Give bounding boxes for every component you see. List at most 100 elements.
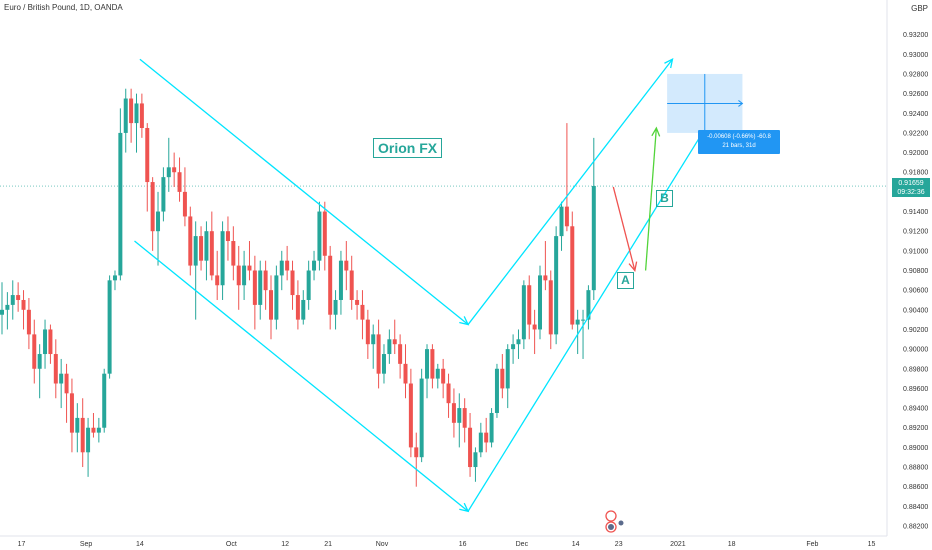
candle-body (204, 231, 209, 261)
candle-body (532, 324, 537, 330)
y-tick-label: 0.90600 (903, 288, 928, 295)
x-tick-label: 17 (18, 541, 26, 548)
arrowhead-icon (459, 502, 470, 513)
measure-box[interactable] (667, 73, 744, 133)
candle-body (591, 185, 596, 291)
y-tick-label: 0.90400 (903, 307, 928, 314)
candle-body (419, 378, 424, 458)
x-tick-label: Dec (516, 541, 529, 548)
x-tick-label: 14 (572, 541, 580, 548)
candle-body (129, 98, 134, 124)
event-flag-icon[interactable] (605, 510, 617, 522)
candle-body (86, 427, 91, 453)
candle-body (172, 167, 177, 173)
candle-body (91, 427, 96, 433)
time-axis[interactable]: 17 Sep 14 Oct 12 21 Nov 16 Dec 14 23 2021 18 Feb 15 (0, 535, 887, 548)
candle-body (177, 172, 182, 192)
candle-body (527, 285, 532, 325)
candle-body (489, 412, 494, 443)
candle-body (37, 354, 42, 369)
channel-line[interactable] (134, 240, 469, 512)
wave-label-a[interactable]: A (617, 272, 634, 289)
y-tick-label: 0.91200 (903, 229, 928, 236)
candle-body (338, 260, 343, 300)
y-tick-label: 0.90200 (903, 327, 928, 334)
candle-body (0, 309, 4, 315)
candle-body (478, 432, 483, 453)
candle-body (43, 329, 48, 355)
candle-body (193, 236, 198, 266)
last-price-tag: 0.91659 09:32:36 (892, 178, 930, 197)
arrowhead-icon (664, 58, 674, 69)
candle-body (156, 211, 161, 232)
candle-body (69, 393, 74, 433)
candle-body (53, 354, 58, 384)
x-tick-label: 2021 (670, 541, 686, 548)
event-icons[interactable] (605, 510, 624, 533)
wave-label-b[interactable]: B (656, 190, 673, 207)
candle-body (247, 265, 252, 271)
y-tick-label: 0.92400 (903, 111, 928, 118)
y-tick-label: 0.89400 (903, 406, 928, 413)
candle-body (5, 304, 10, 310)
candle-body (75, 417, 80, 433)
candle-body (392, 339, 397, 345)
projection-arrow[interactable] (644, 127, 658, 271)
candle-body (403, 363, 408, 384)
candle-body (107, 280, 112, 374)
candle-body (285, 260, 290, 271)
y-tick-label: 0.89200 (903, 425, 928, 432)
x-tick-label: Feb (806, 541, 818, 548)
candle-body (408, 383, 413, 448)
candle-body (344, 260, 349, 271)
x-tick-label: 15 (868, 541, 876, 548)
y-tick-label: 0.90800 (903, 268, 928, 275)
candle-body (349, 270, 354, 300)
candle-body (312, 260, 317, 271)
candle-body (306, 270, 311, 300)
candle-body (236, 265, 241, 286)
price-axis[interactable]: 0.93200 0.93000 0.92800 0.92600 0.92400 0.922… (886, 0, 928, 536)
candle-body (451, 403, 456, 423)
candle-body (462, 408, 467, 428)
candle-body (102, 373, 107, 428)
candle-body (376, 334, 381, 374)
projection-arrow[interactable] (612, 186, 636, 271)
chart-title: Euro / British Pound, 1D, OANDA (4, 3, 123, 12)
currency-label: GBP (911, 4, 928, 13)
candle-body (575, 319, 580, 325)
candle-body (263, 270, 268, 291)
y-tick-label: 0.88800 (903, 465, 928, 472)
candle-body (435, 368, 440, 379)
candle-body (96, 427, 101, 433)
candle-body (215, 275, 220, 286)
candle-body (139, 103, 144, 129)
drawings[interactable] (134, 58, 700, 513)
candle-body (258, 270, 263, 305)
candle-body (59, 373, 64, 384)
candle-body (355, 299, 360, 305)
channel-line[interactable] (467, 58, 674, 325)
x-tick-label: Oct (226, 541, 237, 548)
candle-body (279, 260, 284, 276)
candle-body (521, 285, 526, 340)
candle-body (161, 177, 166, 212)
candle-body (371, 334, 376, 345)
channel-line[interactable] (467, 137, 700, 512)
candle-body (150, 182, 155, 232)
y-tick-label: 0.89600 (903, 386, 928, 393)
event-flag-icon[interactable] (608, 524, 614, 530)
candle-body (548, 280, 553, 335)
candle-body (538, 275, 542, 330)
channel-line[interactable] (139, 58, 469, 326)
candle-body (328, 255, 333, 315)
brand-label[interactable]: Orion FX (373, 138, 443, 158)
measure-range: 21 bars, 31d (722, 143, 756, 149)
bar-countdown: 09:32:36 (897, 189, 925, 196)
measure-arrow-icon (738, 100, 744, 107)
measure-change: -0.00608 (-0.66%) -60.8 (707, 134, 771, 140)
measure-tooltip: -0.00608 (-0.66%) -60.8 21 bars, 31d (698, 130, 780, 154)
candle-body (10, 295, 15, 305)
candle-body (199, 236, 204, 261)
